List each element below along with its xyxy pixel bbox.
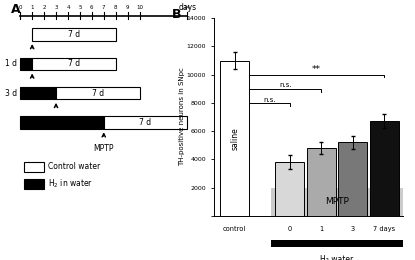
Text: 4: 4 [66, 5, 70, 10]
Bar [276, 162, 304, 216]
Text: 6: 6 [90, 5, 93, 10]
Text: 10: 10 [136, 5, 143, 10]
Text: 1: 1 [30, 5, 34, 10]
Y-axis label: TH-positive neurons in SNpc: TH-positive neurons in SNpc [179, 68, 185, 166]
Text: n.s.: n.s. [263, 97, 276, 103]
Text: 9: 9 [126, 5, 129, 10]
Text: 14: 14 [184, 5, 191, 10]
Text: 3: 3 [54, 5, 58, 10]
Bar [24, 179, 44, 189]
Text: 7 d: 7 d [68, 59, 80, 68]
Bar [271, 187, 403, 216]
Text: 7 d: 7 d [139, 118, 151, 127]
Text: H₂ water: H₂ water [320, 255, 354, 260]
Text: MPTP: MPTP [325, 197, 349, 206]
Bar [24, 162, 44, 172]
Text: 7 d: 7 d [92, 89, 104, 98]
Text: 3 d: 3 d [5, 89, 17, 98]
Text: 0: 0 [19, 5, 22, 10]
Bar [307, 148, 336, 216]
Bar [104, 116, 187, 129]
Bar [32, 58, 116, 70]
Bar [370, 121, 399, 216]
Bar [271, 240, 403, 247]
Text: Control water: Control water [48, 162, 100, 171]
Bar [56, 87, 139, 100]
Text: 7 d: 7 d [68, 30, 80, 39]
Text: saline: saline [230, 127, 239, 150]
Bar [20, 87, 56, 100]
Text: MPTP: MPTP [93, 144, 114, 153]
Bar [20, 58, 32, 70]
Text: 5: 5 [78, 5, 82, 10]
Text: days: days [179, 3, 197, 12]
Text: n.s.: n.s. [279, 82, 291, 88]
Text: 7 d: 7 d [56, 118, 68, 127]
Bar [32, 28, 116, 41]
Text: 1 d: 1 d [5, 59, 17, 68]
Bar [220, 61, 249, 216]
Text: A: A [11, 3, 20, 16]
Bar [338, 142, 367, 216]
Text: 2: 2 [42, 5, 46, 10]
Text: 8: 8 [114, 5, 117, 10]
Text: B: B [172, 8, 182, 21]
Text: H$_2$ in water: H$_2$ in water [48, 178, 93, 190]
Bar [20, 116, 104, 129]
Text: 7: 7 [102, 5, 105, 10]
Text: **: ** [312, 65, 321, 74]
